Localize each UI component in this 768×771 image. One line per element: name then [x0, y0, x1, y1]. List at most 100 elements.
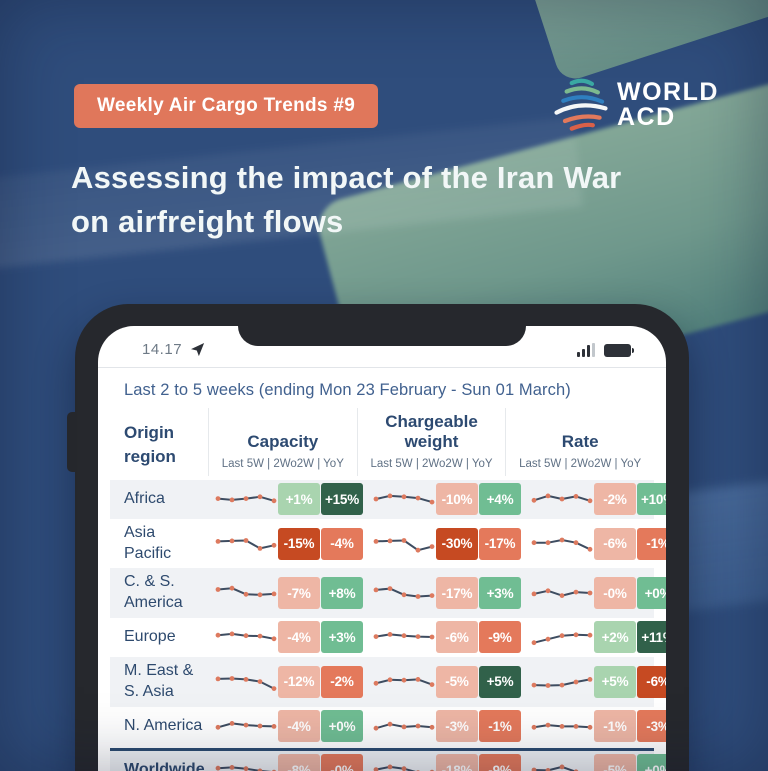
phone-mockup: 14.17 Last 2 to 5 weeks (ending Mon 23 F… [67, 304, 689, 771]
weight-2wo2w-badge: -3% [436, 710, 478, 743]
rate-2wo2w-badge: -6% [594, 527, 636, 560]
origin-region-header: Origin region [124, 422, 176, 467]
row-label: Asia Pacific [124, 523, 172, 562]
capacity-2wo2w-badge: -8% [278, 754, 320, 771]
capacity-cell: +1% +15% [208, 480, 366, 518]
weight-yoy-badge: +5% [479, 665, 521, 698]
table-row: C. & S. America -7% +8% -17% +3% -0% +0% [110, 568, 666, 618]
phone-side-button [67, 412, 76, 472]
rate-cell: +5% -6% [524, 663, 666, 701]
row-label: Worldwide [124, 760, 205, 771]
rate-2wo2w-badge: -5% [594, 754, 636, 771]
row-label: Europe [124, 628, 176, 646]
rate-cell: -0% +0% [524, 574, 666, 612]
capacity-2wo2w-badge: -4% [278, 621, 320, 654]
battery-icon [604, 343, 634, 357]
globe-icon [554, 78, 608, 131]
rate-cell: -1% -3% [524, 707, 666, 745]
rate-yoy-badge: +10% [637, 483, 666, 516]
rate-yoy-badge: -3% [637, 710, 666, 743]
rate-sparkline [531, 537, 593, 552]
weight-cell: -3% -1% [366, 707, 524, 745]
rate-cell: -6% -1% [524, 525, 666, 563]
capacity-cell: -4% +0% [208, 707, 366, 745]
rate-sparkline [531, 493, 593, 504]
rate-2wo2w-badge: +2% [594, 621, 636, 654]
capacity-sparkline [215, 675, 277, 691]
capacity-yoy-badge: +0% [321, 710, 363, 743]
capacity-cell: -7% +8% [208, 574, 366, 612]
chargeable-weight-header: Chargeable weight Last 5W | 2Wo2W | YoY [356, 408, 506, 476]
weight-sparkline [373, 764, 435, 771]
capacity-header: Capacity Last 5W | 2Wo2W | YoY [208, 408, 357, 476]
row-label: Africa [124, 489, 165, 507]
signal-bars-icon [577, 342, 595, 357]
weight-2wo2w-badge: -30% [436, 527, 478, 560]
capacity-sparkline [215, 721, 277, 730]
rate-2wo2w-badge: -0% [594, 577, 636, 610]
row-label: N. America [124, 716, 203, 734]
rate-header: Rate Last 5W | 2Wo2W | YoY [505, 408, 654, 476]
weight-sparkline [373, 493, 435, 505]
rate-yoy-badge: +11% [637, 621, 666, 654]
capacity-2wo2w-badge: -4% [278, 710, 320, 743]
rate-sparkline [531, 676, 593, 688]
logo-wordmark: WORLD ACD [617, 77, 719, 131]
capacity-yoy-badge: +15% [321, 483, 363, 516]
rate-sparkline [531, 588, 593, 599]
rate-sparkline [531, 722, 593, 730]
row-label: C. & S. America [124, 573, 183, 612]
weight-cell: -10% +4% [366, 480, 524, 518]
table-header: Origin region Capacity Last 5W | 2Wo2W |… [110, 408, 654, 476]
table-row: Worldwide -8% -0% -18% -9% -5% +0% [110, 747, 666, 771]
rate-2wo2w-badge: +5% [594, 665, 636, 698]
capacity-sparkline [215, 765, 277, 771]
capacity-2wo2w-badge: -12% [278, 665, 320, 698]
rate-yoy-badge: -1% [637, 527, 666, 560]
weight-yoy-badge: +4% [479, 483, 521, 516]
capacity-sparkline [215, 494, 277, 504]
weight-2wo2w-badge: -10% [436, 483, 478, 516]
capacity-yoy-badge: -2% [321, 665, 363, 698]
weight-yoy-badge: -9% [479, 621, 521, 654]
capacity-yoy-badge: -4% [321, 527, 363, 560]
capacity-sparkline [215, 537, 277, 551]
rate-cell: +2% +11% [524, 618, 666, 656]
background-corner-swoosh [528, 0, 768, 84]
rate-cell: -2% +10% [524, 480, 666, 518]
weight-2wo2w-badge: -17% [436, 577, 478, 610]
weight-2wo2w-badge: -6% [436, 621, 478, 654]
status-bar: 14.17 [98, 326, 666, 368]
report-period: Last 2 to 5 weeks (ending Mon 23 Februar… [124, 381, 571, 399]
capacity-cell: -15% -4% [208, 525, 366, 563]
weight-sparkline [373, 632, 435, 640]
table-body: Africa +1% +15% -10% +4% -2% +10% Asia P… [110, 479, 666, 771]
page-title: Assessing the impact of the Iran War on … [71, 160, 622, 240]
weight-cell: -6% -9% [366, 618, 524, 656]
table-row: N. America -4% +0% -3% -1% -1% -3% [110, 707, 666, 746]
weight-cell: -30% -17% [366, 525, 524, 563]
phone-notch [238, 304, 526, 346]
table-row: Asia Pacific -15% -4% -30% -17% -6% -1% [110, 519, 666, 569]
weight-yoy-badge: +3% [479, 577, 521, 610]
location-arrow-icon [191, 342, 205, 357]
rate-2wo2w-badge: -2% [594, 483, 636, 516]
weight-2wo2w-badge: -5% [436, 665, 478, 698]
table-row: Europe -4% +3% -6% -9% +2% +11% [110, 618, 666, 657]
weight-sparkline [373, 537, 435, 553]
status-time: 14.17 [142, 341, 183, 358]
weight-cell: -18% -9% [366, 751, 524, 771]
weight-sparkline [373, 586, 435, 600]
weight-cell: -17% +3% [366, 574, 524, 612]
capacity-cell: -8% -0% [208, 751, 366, 771]
weight-2wo2w-badge: -18% [436, 754, 478, 771]
weight-yoy-badge: -1% [479, 710, 521, 743]
capacity-cell: -12% -2% [208, 663, 366, 701]
rate-2wo2w-badge: -1% [594, 710, 636, 743]
capacity-2wo2w-badge: -15% [278, 527, 320, 560]
phone-screen: 14.17 Last 2 to 5 weeks (ending Mon 23 F… [98, 326, 666, 771]
capacity-yoy-badge: +3% [321, 621, 363, 654]
rate-sparkline [531, 632, 593, 646]
weight-sparkline [373, 721, 435, 731]
